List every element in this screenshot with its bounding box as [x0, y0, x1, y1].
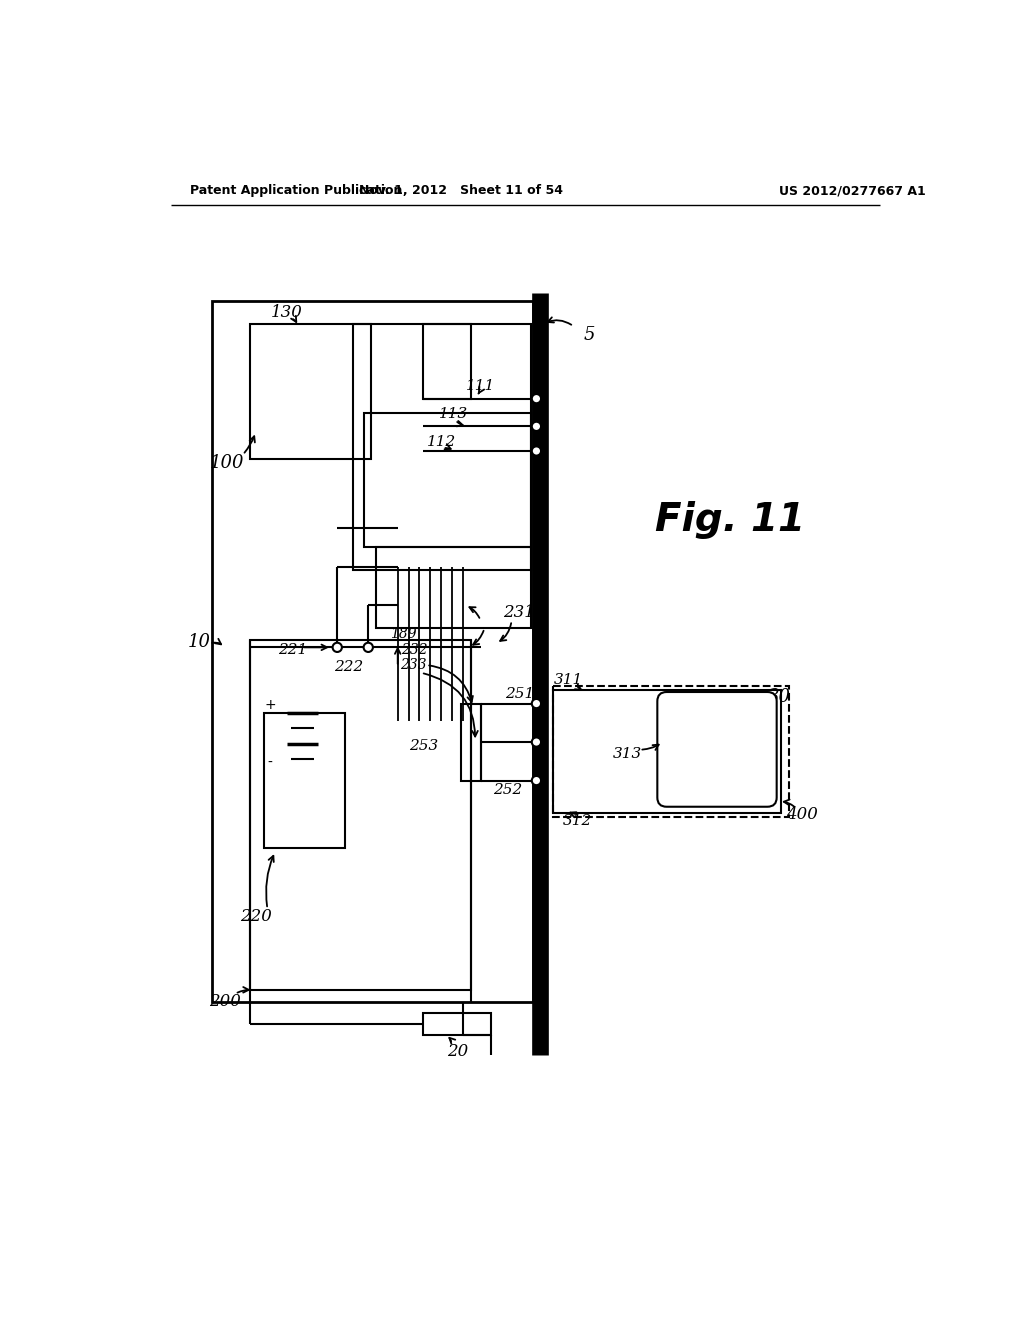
Text: 100: 100: [210, 454, 245, 471]
Circle shape: [531, 738, 541, 747]
Text: 5: 5: [584, 326, 595, 345]
Text: 231: 231: [504, 605, 536, 622]
Text: 313: 313: [613, 747, 642, 760]
Text: 113: 113: [439, 407, 468, 421]
Text: 30: 30: [768, 689, 791, 706]
Text: 232: 232: [401, 643, 428, 656]
Text: 200: 200: [209, 993, 241, 1010]
Text: 252: 252: [494, 783, 522, 797]
Text: +: +: [264, 698, 275, 711]
Text: 221: 221: [279, 643, 307, 656]
FancyBboxPatch shape: [657, 692, 776, 807]
Circle shape: [531, 776, 541, 785]
Text: 312: 312: [563, 813, 592, 828]
Text: 233: 233: [400, 659, 427, 672]
Circle shape: [333, 643, 342, 652]
Text: Patent Application Publication: Patent Application Publication: [190, 185, 402, 197]
Text: 130: 130: [271, 304, 303, 321]
Text: 222: 222: [334, 660, 364, 673]
Text: -: -: [267, 756, 272, 770]
Text: 111: 111: [466, 379, 496, 392]
Circle shape: [364, 643, 373, 652]
Circle shape: [531, 422, 541, 432]
Text: US 2012/0277667 A1: US 2012/0277667 A1: [779, 185, 926, 197]
Text: 189: 189: [390, 627, 417, 642]
Text: 10: 10: [187, 634, 211, 651]
Text: 400: 400: [786, 807, 818, 822]
Text: 311: 311: [554, 673, 583, 688]
Circle shape: [531, 395, 541, 404]
Text: 112: 112: [426, 434, 456, 449]
Text: 251: 251: [505, 686, 534, 701]
Circle shape: [531, 446, 541, 455]
Text: 20: 20: [446, 1043, 468, 1060]
Text: 253: 253: [410, 739, 438, 752]
Text: Nov. 1, 2012   Sheet 11 of 54: Nov. 1, 2012 Sheet 11 of 54: [359, 185, 563, 197]
Text: Fig. 11: Fig. 11: [655, 502, 805, 540]
Circle shape: [531, 700, 541, 708]
Text: 220: 220: [240, 908, 271, 925]
